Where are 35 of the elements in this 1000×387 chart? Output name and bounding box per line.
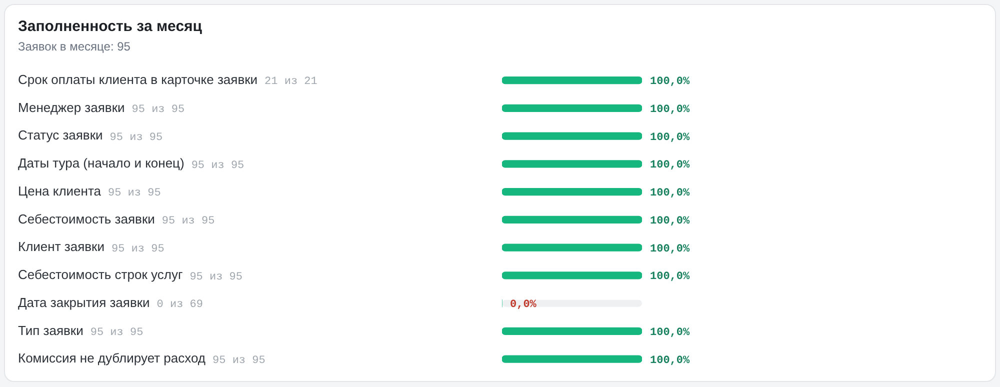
- data-label: 0,0%: [510, 299, 537, 312]
- y-tick-label: Менеджер заявки: [18, 100, 125, 115]
- text: 95 из 95: [110, 132, 163, 144]
- y-tick-label: Себестоимость строк услуг: [18, 267, 183, 282]
- data-label: 100,0%: [650, 160, 690, 172]
- data-label: 100,0%: [650, 132, 690, 144]
- y-tick-label: Цена клиента: [18, 183, 102, 198]
- text: 95 из 95: [162, 216, 215, 228]
- data-label: 100,0%: [650, 354, 690, 367]
- data-label: 100,0%: [650, 215, 690, 228]
- data-label: 100,0%: [650, 271, 690, 284]
- text: 95 из 95: [111, 243, 164, 256]
- data-label: 100,0%: [650, 243, 690, 256]
- y-tick-label: Комиссия не дублирует расход: [18, 350, 206, 366]
- y-tick-label: Дата закрытия заявки: [18, 294, 150, 310]
- y-tick-label: Себестоимость заявки: [18, 211, 155, 226]
- text: Заявок в месяце: 95: [18, 40, 131, 54]
- data-label: 100,0%: [650, 326, 690, 339]
- text: 0 из 69: [156, 299, 204, 312]
- text: 95 из 95: [132, 104, 185, 116]
- data-label: 100,0%: [650, 104, 690, 116]
- y-tick-label: Статус заявки: [18, 128, 103, 143]
- data-label: 100,0%: [650, 76, 690, 88]
- text: Заполненность за месяц: [18, 18, 203, 36]
- text: 95 из 95: [212, 354, 266, 367]
- y-tick-label: Клиент заявки: [18, 239, 104, 254]
- text: 95 из 95: [108, 188, 161, 200]
- text: 95 из 95: [90, 327, 144, 340]
- y-tick-label: Тип заявки: [18, 322, 84, 338]
- text: 21 из 21: [264, 76, 318, 88]
- y-tick-label: Срок оплаты клиента в карточке заявки: [18, 72, 258, 87]
- text: 95 из 95: [190, 271, 243, 284]
- y-tick-label: Даты тура (начало и конец): [18, 156, 184, 171]
- text: 95 из 95: [191, 160, 244, 172]
- data-label: 100,0%: [650, 188, 690, 200]
